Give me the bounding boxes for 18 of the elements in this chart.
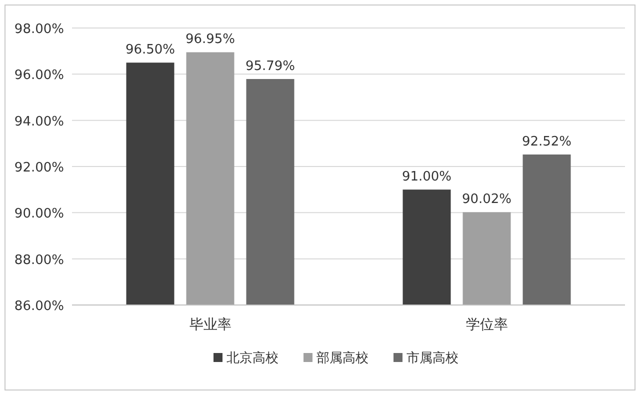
y-tick-label: 88.00% [14,252,64,268]
y-tick-label: 94.00% [14,114,64,130]
y-tick-label: 90.00% [14,206,64,222]
x-tick-label: 毕业率 [189,317,232,333]
y-tick-label: 92.00% [14,160,64,176]
x-tick-label: 学位率 [466,317,508,333]
data-label: 95.79% [245,59,296,74]
y-tick-label: 98.00% [14,22,64,37]
data-label: 96.50% [125,42,176,58]
data-label: 96.95% [185,32,236,48]
legend-label: 北京高校 [226,350,278,366]
legend-label: 部属高校 [316,350,368,366]
data-label: 90.02% [462,192,512,208]
y-tick-label: 86.00% [14,299,64,314]
data-label: 92.52% [522,134,572,150]
y-tick-label: 96.00% [14,68,64,84]
data-label: 91.00% [402,170,452,185]
legend-label: 市属高校 [406,350,458,366]
